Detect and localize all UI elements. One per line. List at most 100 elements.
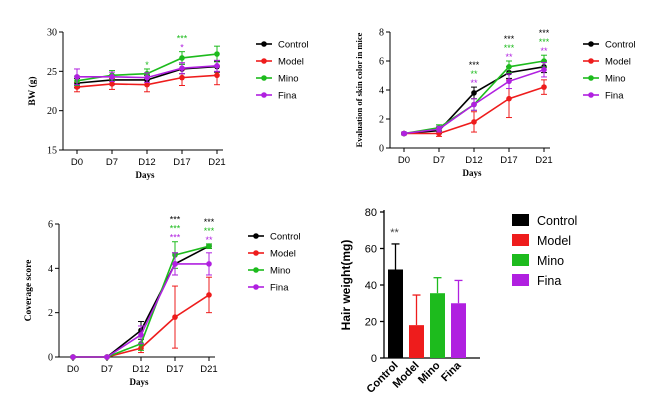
legend-marker xyxy=(261,58,267,64)
y-tick-label: 0 xyxy=(379,144,384,155)
significance-mark: ** xyxy=(540,46,548,56)
x-axis-title: Days xyxy=(129,377,148,387)
significance-mark: *** xyxy=(170,224,181,234)
legend-label: Control xyxy=(270,232,301,243)
y-tick-label: 0 xyxy=(371,353,377,365)
y-axis-title: Hair weight(mg) xyxy=(339,240,353,331)
data-point xyxy=(471,90,477,96)
significance-mark: *** xyxy=(204,226,215,236)
legend-marker xyxy=(261,41,267,47)
series-fina xyxy=(401,61,547,137)
significance-mark: *** xyxy=(504,34,515,44)
x-tick-label: D0 xyxy=(67,364,79,375)
data-point xyxy=(172,261,178,267)
legend-marker xyxy=(261,92,267,98)
data-point xyxy=(541,66,547,73)
legend: Control Model Mino Fina xyxy=(256,40,309,102)
data-point xyxy=(206,292,212,298)
x-tick-label: D12 xyxy=(465,155,482,166)
data-point xyxy=(144,74,150,81)
data-point xyxy=(214,63,220,69)
x-tick-label: D12 xyxy=(132,364,149,375)
legend-label: Mino xyxy=(537,254,564,268)
legend-label: Mino xyxy=(278,74,299,85)
legend-label: Model xyxy=(270,249,296,260)
x-tick-label: D21 xyxy=(208,157,225,168)
legend-marker xyxy=(588,92,594,98)
significance-mark: ** xyxy=(470,69,478,79)
significance-mark: ** xyxy=(470,78,478,88)
data-point xyxy=(172,314,178,320)
data-point xyxy=(506,78,512,85)
y-tick-label: 0 xyxy=(48,353,53,364)
data-point xyxy=(206,261,212,267)
data-point xyxy=(109,81,115,87)
legend-label: Fina xyxy=(605,91,624,102)
legend-swatch xyxy=(512,274,529,286)
legend-marker xyxy=(253,250,259,256)
data-point xyxy=(471,101,477,108)
legend: Control Model Mino Fina xyxy=(248,232,301,294)
y-tick-label: 6 xyxy=(379,57,384,68)
data-point xyxy=(206,243,212,249)
significance-mark: ** xyxy=(505,52,513,62)
significance-mark: * xyxy=(145,60,149,70)
legend-label: Fina xyxy=(278,91,297,102)
y-tick-label: 20 xyxy=(365,317,377,329)
legend-label: Control xyxy=(537,214,577,228)
y-tick-label: 4 xyxy=(48,264,53,275)
y-tick-label: 15 xyxy=(47,146,57,157)
legend-label: Fina xyxy=(270,283,289,294)
legend: Control Model Mino Fina xyxy=(512,214,577,288)
legend-label: Model xyxy=(605,57,631,68)
x-tick-label: D17 xyxy=(500,155,517,166)
data-point xyxy=(104,354,110,360)
series-model xyxy=(74,65,220,93)
y-tick-label: 6 xyxy=(48,220,53,231)
x-tick-label: D21 xyxy=(200,364,217,375)
data-point xyxy=(506,64,512,70)
x-axis-title: Days xyxy=(135,170,154,180)
data-point xyxy=(109,74,115,80)
x-axis-title: Days xyxy=(462,168,481,178)
data-point xyxy=(214,72,220,79)
y-tick-label: 25 xyxy=(47,67,57,78)
legend-swatch xyxy=(512,254,529,266)
panel-skin-color: 0 2 4 6 8 D0 D7 D12 D17 D21 Days Evaluation of skin… xyxy=(354,28,636,179)
legend-label: Model xyxy=(537,234,571,248)
y-axis-title: Coverage score xyxy=(24,260,34,322)
x-tick-label: D7 xyxy=(433,155,445,166)
y-tick-label: 40 xyxy=(365,280,377,292)
y-tick-label: 60 xyxy=(365,244,377,256)
legend-label: Fina xyxy=(537,274,561,288)
legend-marker xyxy=(253,233,259,239)
legend-marker xyxy=(261,75,267,81)
legend-label: Mino xyxy=(605,74,626,85)
x-tick-label: D0 xyxy=(71,157,83,168)
bar-mino xyxy=(430,293,445,358)
x-tick-label: D7 xyxy=(106,157,118,168)
data-point xyxy=(70,354,76,360)
bar-fina xyxy=(451,303,466,358)
x-tick-label: D21 xyxy=(535,155,552,166)
x-tick-label: D17 xyxy=(166,364,183,375)
y-tick-label: 2 xyxy=(379,115,384,126)
significance-mark: *** xyxy=(539,37,550,47)
series-fina xyxy=(70,252,212,360)
x-tick-label: Mino xyxy=(416,359,443,386)
significance-mark: ** xyxy=(205,235,213,245)
legend-label: Model xyxy=(278,57,304,68)
y-axis-title: Evaluation of skin color in mice xyxy=(354,32,364,147)
significance-mark: *** xyxy=(539,28,550,38)
panel-hair-weight: 0 20 40 60 80 Hair weight(mg) Control Model Mino… xyxy=(339,207,577,396)
x-tick-label: D17 xyxy=(173,157,190,168)
significance-mark: *** xyxy=(177,34,188,44)
significance-mark: *** xyxy=(469,60,480,70)
data-point xyxy=(471,119,477,125)
significance-mark: ** xyxy=(390,227,399,239)
legend-marker xyxy=(588,58,594,64)
x-tick-label: Fina xyxy=(439,359,464,384)
